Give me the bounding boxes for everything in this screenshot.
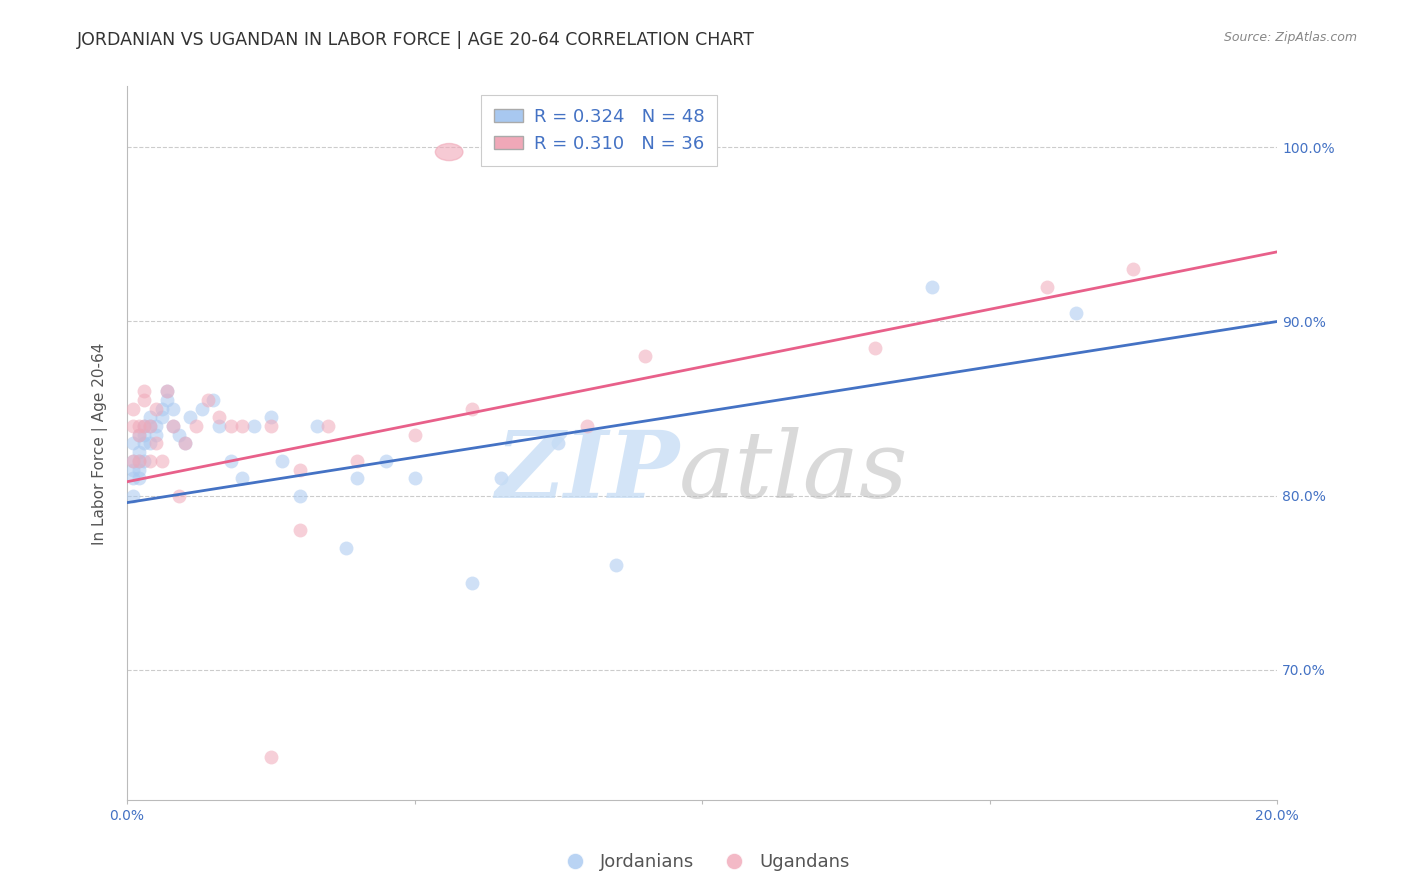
- Point: [139, 419, 162, 434]
- Point: [271, 454, 294, 468]
- Text: ZIP: ZIP: [495, 427, 679, 517]
- Point: [1036, 279, 1059, 293]
- Point: [1064, 306, 1087, 320]
- Point: [346, 471, 368, 485]
- Point: [162, 419, 184, 434]
- Point: [208, 419, 231, 434]
- Point: [121, 454, 143, 468]
- Point: [128, 462, 150, 476]
- Point: [128, 454, 150, 468]
- Point: [139, 410, 162, 425]
- Point: [145, 419, 167, 434]
- Point: [162, 419, 184, 434]
- Point: [167, 489, 190, 503]
- Point: [288, 462, 311, 476]
- Point: [260, 419, 283, 434]
- Point: [121, 401, 143, 416]
- Point: [128, 419, 150, 434]
- Point: [150, 401, 173, 416]
- Point: [156, 384, 179, 399]
- Point: [145, 436, 167, 450]
- Point: [167, 427, 190, 442]
- Point: [219, 454, 242, 468]
- Point: [231, 419, 253, 434]
- Point: [128, 427, 150, 442]
- Point: [121, 454, 143, 468]
- Point: [547, 436, 569, 450]
- Point: [863, 341, 886, 355]
- Point: [121, 471, 143, 485]
- Point: [128, 445, 150, 459]
- Point: [173, 436, 195, 450]
- Point: [184, 419, 207, 434]
- Point: [346, 454, 368, 468]
- Point: [173, 436, 195, 450]
- Point: [134, 419, 156, 434]
- Point: [288, 489, 311, 503]
- Point: [404, 427, 426, 442]
- Point: [128, 454, 150, 468]
- Text: atlas: atlas: [679, 427, 908, 517]
- Legend: Jordanians, Ugandans: Jordanians, Ugandans: [550, 847, 856, 879]
- Point: [288, 524, 311, 538]
- Point: [605, 558, 627, 573]
- Circle shape: [436, 144, 463, 161]
- Point: [150, 410, 173, 425]
- Point: [242, 419, 264, 434]
- Y-axis label: In Labor Force | Age 20-64: In Labor Force | Age 20-64: [93, 343, 108, 545]
- Point: [134, 384, 156, 399]
- Point: [179, 410, 201, 425]
- Point: [634, 349, 657, 363]
- Point: [260, 410, 283, 425]
- Point: [921, 279, 943, 293]
- Point: [145, 401, 167, 416]
- Point: [121, 436, 143, 450]
- Point: [208, 410, 231, 425]
- Point: [191, 401, 214, 416]
- Point: [489, 471, 512, 485]
- Point: [156, 384, 179, 399]
- Point: [318, 419, 340, 434]
- Text: Source: ZipAtlas.com: Source: ZipAtlas.com: [1223, 31, 1357, 45]
- Point: [139, 419, 162, 434]
- Legend: R = 0.324   N = 48, R = 0.310   N = 36: R = 0.324 N = 48, R = 0.310 N = 36: [481, 95, 717, 166]
- Point: [156, 392, 179, 407]
- Point: [128, 471, 150, 485]
- Point: [1122, 262, 1144, 277]
- Point: [121, 462, 143, 476]
- Point: [121, 419, 143, 434]
- Point: [134, 454, 156, 468]
- Point: [404, 471, 426, 485]
- Point: [150, 454, 173, 468]
- Point: [305, 419, 328, 434]
- Point: [128, 427, 150, 442]
- Point: [461, 401, 484, 416]
- Point: [260, 750, 283, 764]
- Point: [374, 454, 396, 468]
- Point: [461, 575, 484, 590]
- Point: [134, 436, 156, 450]
- Point: [197, 392, 219, 407]
- Point: [121, 489, 143, 503]
- Point: [134, 392, 156, 407]
- Point: [139, 454, 162, 468]
- Point: [134, 427, 156, 442]
- Point: [576, 419, 599, 434]
- Point: [145, 427, 167, 442]
- Text: JORDANIAN VS UGANDAN IN LABOR FORCE | AGE 20-64 CORRELATION CHART: JORDANIAN VS UGANDAN IN LABOR FORCE | AG…: [77, 31, 755, 49]
- Point: [134, 419, 156, 434]
- Point: [202, 392, 225, 407]
- Point: [219, 419, 242, 434]
- Point: [335, 541, 357, 555]
- Point: [231, 471, 253, 485]
- Point: [162, 401, 184, 416]
- Point: [139, 436, 162, 450]
